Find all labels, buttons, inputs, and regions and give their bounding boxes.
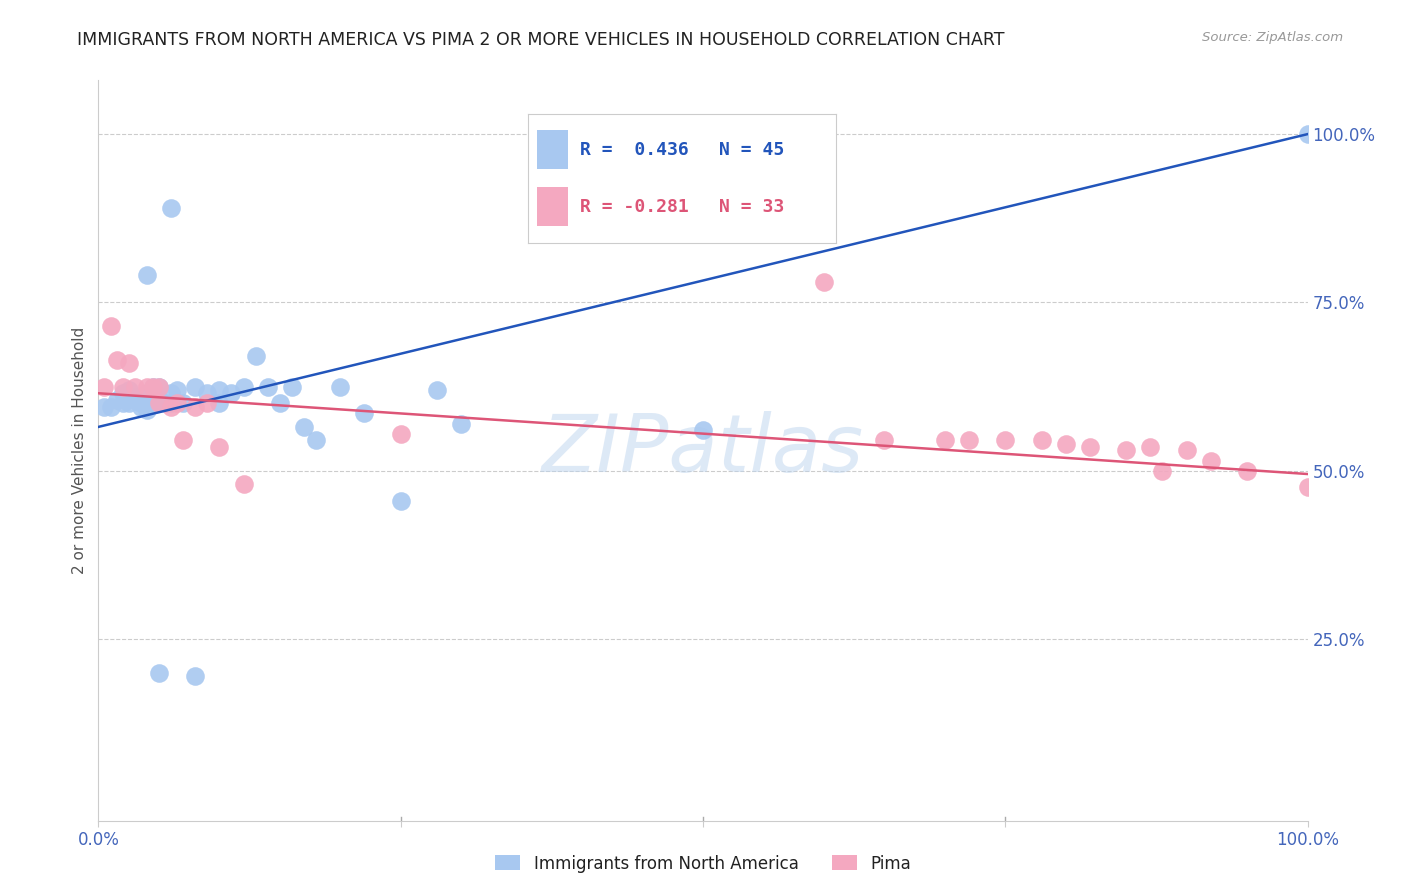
Point — [389, 426, 412, 441]
Point — [256, 379, 278, 393]
Point — [160, 201, 183, 215]
Text: ZIPatlas: ZIPatlas — [541, 411, 865, 490]
Point — [450, 417, 472, 431]
Point — [172, 396, 194, 410]
Point — [813, 275, 835, 289]
Point — [269, 396, 291, 410]
Point — [1152, 464, 1174, 478]
Point — [166, 383, 188, 397]
Point — [692, 423, 714, 437]
Point — [232, 379, 254, 393]
Text: Source: ZipAtlas.com: Source: ZipAtlas.com — [1202, 31, 1343, 45]
Point — [124, 392, 146, 407]
Point — [232, 477, 254, 491]
Point — [135, 379, 157, 393]
Point — [118, 396, 141, 410]
Point — [153, 396, 176, 410]
Point — [221, 386, 243, 401]
Point — [1054, 436, 1077, 450]
Point — [195, 386, 218, 401]
Point — [135, 386, 157, 401]
Point — [172, 434, 194, 448]
Point — [142, 379, 165, 393]
Point — [160, 386, 183, 401]
Point — [111, 396, 134, 410]
Point — [105, 392, 128, 407]
Point — [1175, 443, 1198, 458]
Point — [118, 383, 141, 397]
Point — [329, 379, 352, 393]
Point — [353, 407, 375, 421]
Point — [1236, 464, 1258, 478]
Point — [166, 396, 188, 410]
Point — [124, 379, 146, 393]
Point — [148, 379, 170, 393]
Y-axis label: 2 or more Vehicles in Household: 2 or more Vehicles in Household — [72, 326, 87, 574]
Point — [208, 396, 231, 410]
Point — [148, 392, 170, 407]
Point — [184, 669, 207, 683]
Point — [389, 494, 412, 508]
Point — [135, 268, 157, 283]
Point — [142, 396, 165, 410]
Point — [100, 318, 122, 333]
Point — [1078, 440, 1101, 454]
Point — [93, 400, 115, 414]
Point — [426, 383, 449, 397]
Point — [1115, 443, 1137, 458]
Point — [160, 396, 183, 410]
Point — [1199, 453, 1222, 467]
Point — [118, 356, 141, 370]
Point — [160, 400, 183, 414]
Point — [148, 379, 170, 393]
Point — [1296, 127, 1319, 141]
Point — [208, 383, 231, 397]
Point — [994, 434, 1017, 448]
Text: IMMIGRANTS FROM NORTH AMERICA VS PIMA 2 OR MORE VEHICLES IN HOUSEHOLD CORRELATIO: IMMIGRANTS FROM NORTH AMERICA VS PIMA 2 … — [77, 31, 1005, 49]
Point — [292, 420, 315, 434]
Point — [135, 403, 157, 417]
Point — [148, 665, 170, 680]
Point — [957, 434, 980, 448]
Point — [208, 440, 231, 454]
Point — [245, 349, 267, 363]
Point — [105, 352, 128, 367]
Point — [129, 396, 152, 410]
Legend: Immigrants from North America, Pima: Immigrants from North America, Pima — [488, 848, 918, 880]
Point — [873, 434, 896, 448]
Point — [129, 400, 152, 414]
Point — [1031, 434, 1053, 448]
Point — [148, 396, 170, 410]
Point — [1296, 481, 1319, 495]
Point — [100, 400, 122, 414]
Point — [195, 396, 218, 410]
Point — [934, 434, 956, 448]
Point — [184, 379, 207, 393]
Point — [111, 386, 134, 401]
Point — [1139, 440, 1161, 454]
Point — [111, 379, 134, 393]
Point — [305, 434, 328, 448]
Point — [124, 390, 146, 404]
Point — [281, 379, 304, 393]
Point — [142, 379, 165, 393]
Point — [93, 379, 115, 393]
Point — [184, 400, 207, 414]
